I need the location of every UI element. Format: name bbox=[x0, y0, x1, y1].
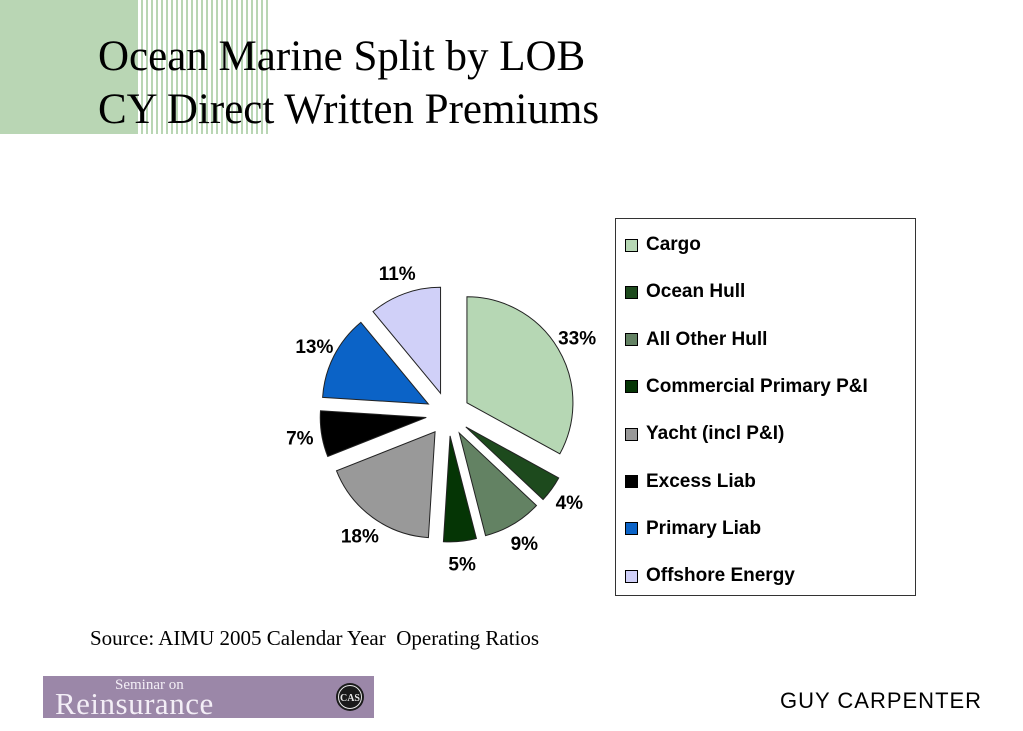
decorative-green-stripes bbox=[136, 0, 270, 134]
pie-label-ocean-hull: 4% bbox=[556, 493, 584, 514]
guy-carpenter-logo: GUY CARPENTER bbox=[780, 688, 983, 713]
legend-label-primary-liab: Primary Liab bbox=[646, 517, 762, 539]
legend-label-yacht: Yacht (incl P&I) bbox=[646, 423, 785, 445]
decorative-green-block bbox=[0, 0, 136, 134]
pie-slice-offshore-energy bbox=[372, 286, 442, 395]
legend-item-ocean-hull: Ocean Hull bbox=[625, 280, 745, 304]
legend-swatch-yacht bbox=[625, 427, 638, 441]
legend-swatch-ocean-hull bbox=[625, 285, 638, 299]
legend-label-offshore-energy: Offshore Energy bbox=[646, 565, 795, 587]
pie-slice-ocean-hull bbox=[465, 426, 560, 501]
legend-item-cargo: Cargo bbox=[625, 233, 701, 257]
seminar-logo-small-text: Seminar on bbox=[115, 677, 184, 693]
pie-label-offshore-energy: 11% bbox=[379, 264, 416, 285]
legend-swatch-cargo bbox=[625, 238, 638, 252]
legend-swatch-all-other-hull bbox=[625, 333, 638, 347]
pie-slice-all-other-hull bbox=[458, 431, 538, 537]
legend-swatch-commercial-primary-pi bbox=[625, 380, 638, 394]
legend-item-excess-liab: Excess Liab bbox=[625, 470, 756, 494]
cas-seal-text: CAS bbox=[340, 693, 360, 704]
pie-label-yacht: 18% bbox=[341, 526, 379, 547]
chart-legend: Cargo Ocean Hull All Other Hull Commerci… bbox=[615, 218, 916, 596]
legend-label-excess-liab: Excess Liab bbox=[646, 470, 756, 492]
slide-title: Ocean Marine Split by LOB CY Direct Writ… bbox=[98, 30, 599, 136]
cas-seal-icon: CAS bbox=[336, 683, 364, 711]
legend-swatch-offshore-energy bbox=[625, 569, 638, 583]
source-note: Source: AIMU 2005 Calendar Year Operatin… bbox=[90, 626, 540, 650]
pie-label-excess-liab: 7% bbox=[286, 428, 314, 449]
slide-title-line-1: Ocean Marine Split by LOB bbox=[98, 33, 586, 80]
pie-label-primary-liab: 13% bbox=[295, 337, 333, 358]
legend-item-all-other-hull: All Other Hull bbox=[625, 328, 767, 352]
pie-label-all-other-hull: 9% bbox=[511, 534, 539, 555]
legend-item-commercial-primary-pi: Commercial Primary P&I bbox=[625, 375, 868, 399]
legend-item-primary-liab: Primary Liab bbox=[625, 517, 761, 541]
pie-label-commercial-primary-pi: 5% bbox=[448, 554, 476, 575]
pie-slice-cargo bbox=[466, 296, 574, 455]
legend-item-yacht: Yacht (incl P&I) bbox=[625, 422, 784, 446]
legend-label-all-other-hull: All Other Hull bbox=[646, 328, 768, 350]
legend-label-cargo: Cargo bbox=[646, 234, 701, 255]
legend-label-ocean-hull: Ocean Hull bbox=[646, 281, 746, 303]
legend-swatch-excess-liab bbox=[625, 475, 638, 488]
pie-slice-commercial-primary-pi bbox=[442, 435, 478, 543]
pie-slice-yacht bbox=[335, 431, 436, 539]
pie-slice-primary-liab bbox=[322, 321, 430, 405]
seminar-logo-main-text: Reinsurance bbox=[55, 686, 214, 721]
legend-label-commercial-primary-pi: Commercial Primary P&I bbox=[646, 375, 868, 397]
pie-label-cargo: 33% bbox=[558, 329, 596, 350]
legend-item-offshore-energy: Offshore Energy bbox=[625, 564, 795, 588]
slide-title-line-2: CY Direct Written Premiums bbox=[98, 86, 600, 133]
pie-slice-excess-liab bbox=[319, 410, 427, 458]
legend-swatch-primary-liab bbox=[625, 522, 638, 536]
seminar-on-reinsurance-logo: Seminar on Reinsurance CAS bbox=[43, 676, 374, 721]
